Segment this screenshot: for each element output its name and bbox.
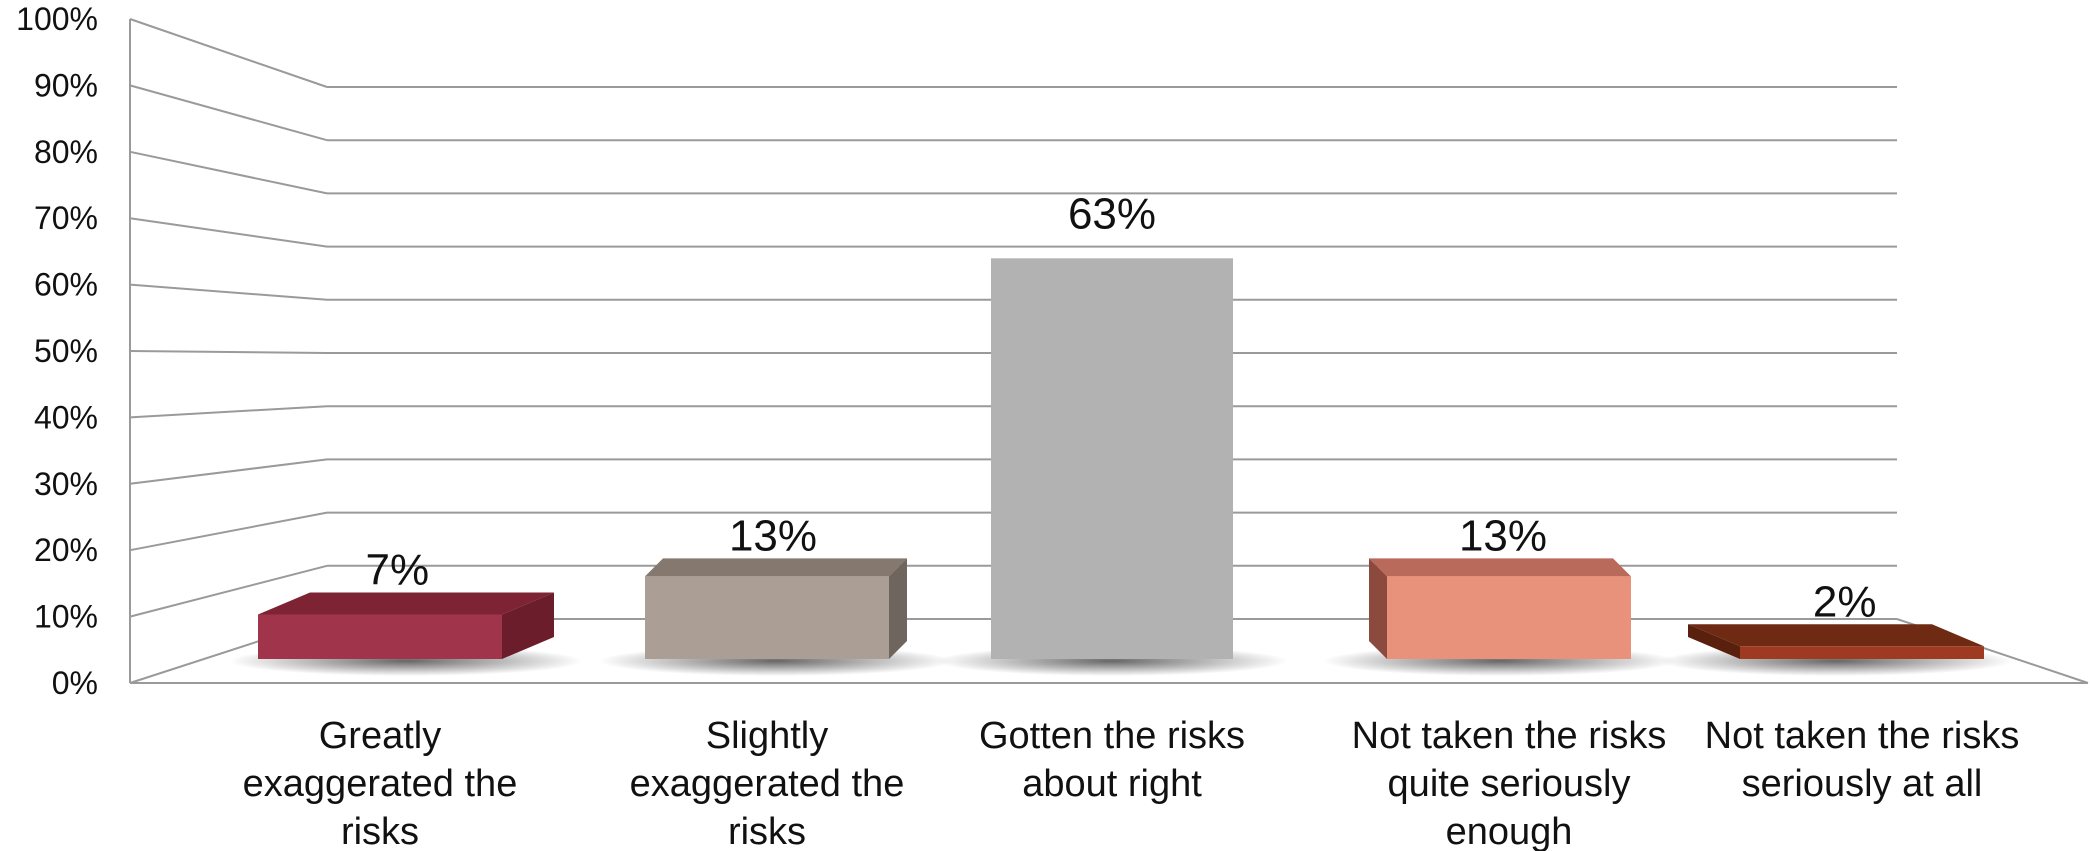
- y-tick-label: 40%: [34, 399, 98, 435]
- bar: [645, 576, 889, 659]
- bar-side-face: [889, 558, 907, 659]
- wall-gridline: [129, 511, 328, 552]
- y-axis: 0% 10% 20% 30% 40% 50% 60% 70% 80% 90% 100%: [16, 1, 98, 701]
- x-category-label-line: risks: [728, 811, 806, 851]
- bar-value-label: 13%: [729, 511, 817, 560]
- bar-side-face: [502, 592, 554, 659]
- bar-top-face: [645, 558, 907, 577]
- y-tick-label: 100%: [16, 1, 98, 37]
- bar: [1387, 576, 1631, 659]
- y-tick-label: 20%: [34, 532, 98, 568]
- y-tick-label: 30%: [34, 466, 98, 502]
- x-category-label-line: Slightly: [706, 715, 829, 757]
- y-tick-label: 70%: [34, 200, 98, 236]
- y-tick-label: 80%: [34, 134, 98, 170]
- x-category-label-line: seriously at all: [1742, 763, 1983, 805]
- bar: [991, 258, 1233, 659]
- wall-gridline: [129, 283, 328, 301]
- bar-value-label: 13%: [1459, 511, 1547, 560]
- y-tick-label: 60%: [34, 267, 98, 303]
- x-category-label: Not taken the risks seriously at all: [1705, 715, 2020, 805]
- bar-top-face: [1688, 624, 1984, 647]
- bar-top-face: [1369, 558, 1631, 577]
- y-tick-label: 50%: [34, 333, 98, 369]
- x-category-label-line: exaggerated the: [243, 763, 518, 805]
- x-category-label-line: risks: [341, 811, 419, 851]
- y-tick-label: 0%: [52, 665, 98, 701]
- bar-top-face: [258, 592, 554, 615]
- bar-value-label: 2%: [1813, 577, 1877, 626]
- wall-gridline: [129, 564, 328, 618]
- bar: [258, 614, 502, 659]
- x-category-label-line: Greatly: [319, 715, 441, 757]
- wall-gridline: [129, 350, 328, 354]
- x-category-label-line: about right: [1022, 763, 1202, 805]
- x-category-label: Slightly exaggerated the risks: [630, 715, 905, 851]
- x-category-label: Gotten the risks about right: [979, 715, 1245, 805]
- bars: [229, 258, 2013, 676]
- bar-side-face: [1688, 624, 1740, 659]
- wall-gridline: [129, 18, 328, 88]
- wall-gridline: [129, 405, 328, 419]
- category-labels: Greatly exaggerated the risks Slightly exagg…: [243, 715, 2020, 851]
- x-category-label-line: exaggerated the: [630, 763, 905, 805]
- bar: [1740, 646, 1984, 659]
- bar-value-label: 63%: [1068, 189, 1156, 238]
- x-category-label-line: enough: [1446, 811, 1573, 851]
- x-category-label-line: quite seriously: [1388, 763, 1631, 805]
- x-category-label: Not taken the risks quite seriously enough: [1352, 715, 1667, 851]
- y-tick-label: 10%: [34, 599, 98, 635]
- x-category-label-line: Not taken the risks: [1705, 715, 2020, 757]
- wall-gridline: [129, 84, 328, 142]
- wall-gridline: [129, 150, 328, 195]
- wall-gridline: [129, 217, 328, 248]
- wall-gridline: [129, 458, 328, 485]
- x-category-label-line: Gotten the risks: [979, 715, 1245, 757]
- bar-side-face: [1369, 558, 1387, 659]
- y-tick-label: 90%: [34, 67, 98, 103]
- x-category-label-line: Not taken the risks: [1352, 715, 1667, 757]
- bar-value-label: 7%: [366, 545, 430, 594]
- x-category-label: Greatly exaggerated the risks: [243, 715, 518, 851]
- data-labels: 7% 13% 63% 13% 2%: [366, 189, 1877, 626]
